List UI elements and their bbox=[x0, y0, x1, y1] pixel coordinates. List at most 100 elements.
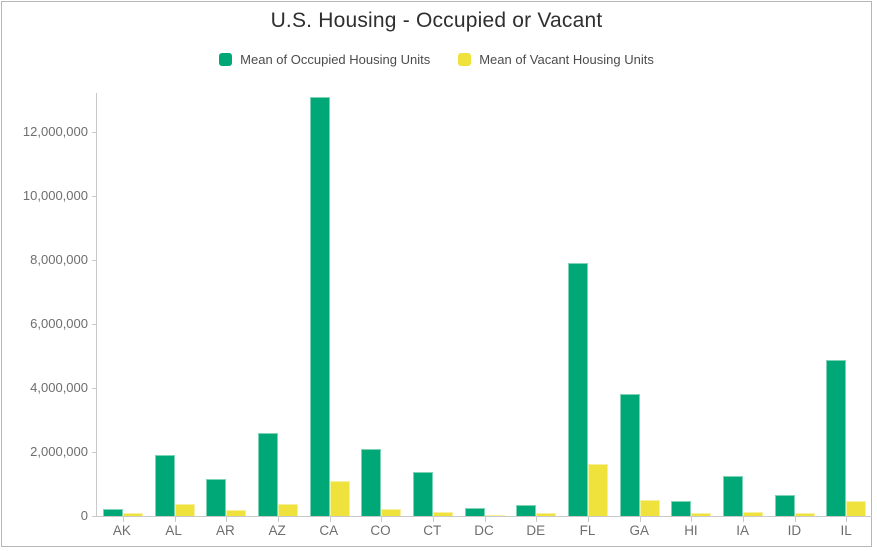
y-axis-tick-mark bbox=[92, 260, 96, 262]
bar-vacant-FL[interactable] bbox=[587, 463, 608, 516]
bar-occupied-HI[interactable] bbox=[671, 501, 692, 516]
x-axis-tick-mark bbox=[277, 517, 279, 522]
y-axis-tick-mark bbox=[92, 132, 96, 134]
bar-vacant-AZ[interactable] bbox=[277, 503, 298, 516]
bar-vacant-DE[interactable] bbox=[536, 513, 557, 516]
category-GA bbox=[614, 93, 666, 522]
y-axis-tick-label: 10,000,000 bbox=[22, 188, 88, 204]
category-CT bbox=[407, 93, 459, 522]
x-axis-label-CA: CA bbox=[319, 523, 339, 538]
bar-occupied-GA[interactable] bbox=[619, 394, 640, 516]
x-axis-label-ID: ID bbox=[787, 523, 802, 538]
y-axis-tick-label: 4,000,000 bbox=[30, 380, 88, 395]
category-HI bbox=[665, 93, 717, 522]
legend-swatch-icon bbox=[458, 53, 472, 66]
y-axis-tick-mark bbox=[92, 388, 96, 389]
y-axis-tick-label: 2,000,000 bbox=[30, 444, 88, 459]
category-IL bbox=[820, 93, 872, 522]
x-axis-tick-mark bbox=[846, 517, 848, 522]
bar-vacant-GA[interactable] bbox=[639, 500, 660, 516]
category-CA bbox=[304, 93, 356, 522]
bar-occupied-DC[interactable] bbox=[464, 508, 485, 516]
category-AZ bbox=[252, 93, 304, 522]
plot-area bbox=[96, 93, 872, 522]
bar-occupied-ID[interactable] bbox=[774, 495, 795, 516]
y-axis-tick-label: 8,000,000 bbox=[30, 252, 88, 268]
x-axis-tick-mark bbox=[691, 517, 693, 522]
x-axis-label-GA: GA bbox=[629, 523, 649, 538]
bar-occupied-DE[interactable] bbox=[516, 504, 537, 516]
x-axis-label-AK: AK bbox=[112, 523, 131, 538]
x-axis-tick-mark bbox=[484, 517, 486, 522]
bar-vacant-IL[interactable] bbox=[846, 501, 867, 516]
bar-occupied-CA[interactable] bbox=[309, 96, 330, 516]
legend-item-occupied[interactable]: Mean of Occupied Housing Units bbox=[219, 52, 430, 67]
x-axis-label-IL: IL bbox=[840, 523, 852, 538]
x-axis-tick-mark bbox=[794, 517, 796, 522]
y-axis-tick-label: 12,000,000 bbox=[22, 124, 88, 140]
x-axis-tick-mark bbox=[329, 517, 331, 522]
y-axis-tick-label: 6,000,000 bbox=[30, 316, 88, 332]
category-AK bbox=[97, 93, 149, 522]
bar-vacant-ID[interactable] bbox=[794, 513, 815, 516]
bar-occupied-AL[interactable] bbox=[154, 455, 175, 516]
legend-label: Mean of Occupied Housing Units bbox=[240, 52, 431, 67]
bar-occupied-AR[interactable] bbox=[206, 479, 227, 516]
category-AL bbox=[149, 93, 201, 522]
x-axis-label-AZ: AZ bbox=[268, 523, 286, 538]
x-axis-label-CT: CT bbox=[423, 523, 442, 538]
x-axis-label-AL: AL bbox=[165, 523, 182, 538]
category-ID bbox=[769, 93, 821, 522]
x-axis-tick-mark bbox=[639, 517, 641, 522]
legend-swatch-icon bbox=[219, 53, 233, 66]
x-axis-label-DE: DE bbox=[526, 523, 546, 538]
x-axis-label-FL: FL bbox=[579, 523, 596, 538]
x-axis-tick-mark bbox=[174, 517, 176, 522]
bar-occupied-AZ[interactable] bbox=[257, 432, 278, 516]
bar-occupied-IL[interactable] bbox=[826, 359, 847, 516]
legend-item-vacant[interactable]: Mean of Vacant Housing Units bbox=[458, 52, 654, 67]
x-axis-labels: AK AL AR AZ CA CO CT DC DE FL GA HI IA ID IL bbox=[96, 523, 872, 538]
bar-vacant-CT[interactable] bbox=[432, 511, 453, 516]
y-axis-tick-mark bbox=[92, 196, 96, 198]
chart-title: U.S. Housing - Occupied or Vacant bbox=[270, 9, 603, 32]
bar-vacant-IA[interactable] bbox=[742, 511, 763, 516]
bar-vacant-AK[interactable] bbox=[122, 512, 143, 516]
bar-occupied-CT[interactable] bbox=[412, 471, 433, 516]
bar-vacant-CO[interactable] bbox=[381, 509, 402, 516]
category-FL bbox=[562, 93, 614, 522]
x-axis-label-IA: IA bbox=[736, 523, 750, 538]
legend: Mean of Occupied Housing Units Mean of Va… bbox=[2, 52, 871, 67]
x-axis-tick-mark bbox=[226, 517, 228, 522]
y-axis-tick-mark bbox=[92, 452, 96, 453]
bar-vacant-DC[interactable] bbox=[484, 514, 505, 516]
category-IA bbox=[717, 93, 769, 522]
x-axis-label-AR: AR bbox=[215, 523, 235, 538]
bar-occupied-AK[interactable] bbox=[102, 508, 123, 516]
x-axis-tick-mark bbox=[381, 517, 383, 522]
x-axis-label-HI: HI bbox=[684, 523, 698, 538]
x-axis-label-DC: DC bbox=[474, 523, 494, 538]
x-axis-label-CO: CO bbox=[370, 523, 391, 538]
category-DE bbox=[510, 93, 562, 522]
x-axis-tick-mark bbox=[587, 517, 589, 522]
bar-vacant-AR[interactable] bbox=[226, 509, 247, 516]
bar-occupied-FL[interactable] bbox=[567, 263, 588, 516]
x-axis-tick-mark bbox=[742, 517, 744, 522]
y-axis-tick-label: 0 bbox=[80, 508, 88, 523]
bar-occupied-IA[interactable] bbox=[722, 476, 743, 516]
bar-vacant-AL[interactable] bbox=[174, 503, 195, 516]
legend-label: Mean of Vacant Housing Units bbox=[479, 52, 654, 67]
y-axis-tick-mark bbox=[92, 516, 96, 517]
bar-occupied-CO[interactable] bbox=[361, 448, 382, 516]
category-CO bbox=[355, 93, 407, 522]
x-axis-tick-mark bbox=[122, 517, 124, 522]
category-AR bbox=[200, 93, 252, 522]
bar-vacant-HI[interactable] bbox=[691, 513, 712, 516]
bar-vacant-CA[interactable] bbox=[329, 480, 350, 516]
x-axis-tick-mark bbox=[432, 517, 434, 522]
category-DC bbox=[459, 93, 511, 522]
bar-series-container bbox=[97, 93, 872, 522]
x-axis-tick-mark bbox=[536, 517, 538, 522]
